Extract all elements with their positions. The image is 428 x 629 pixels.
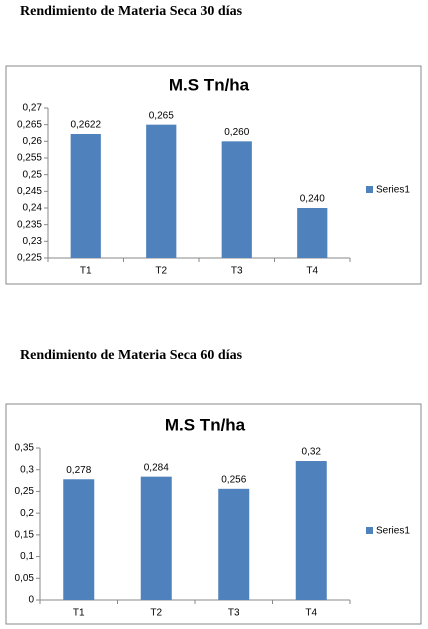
x-tick-label: T2 <box>150 608 162 619</box>
data-label: 0,284 <box>144 462 169 473</box>
y-tick-label: 0,24 <box>23 203 43 214</box>
bar <box>146 124 177 259</box>
x-tick-label: T3 <box>231 266 243 277</box>
bar <box>218 488 250 600</box>
y-tick-label: 0,23 <box>23 236 43 247</box>
y-tick-label: 0,2 <box>20 508 34 519</box>
x-tick-label: T4 <box>305 608 317 619</box>
data-label: 0,32 <box>302 447 322 458</box>
x-tick-label: T2 <box>155 266 167 277</box>
x-tick-label: T1 <box>80 266 92 277</box>
y-tick-label: 0 <box>28 595 34 606</box>
bar <box>140 476 172 600</box>
y-tick-label: 0,27 <box>23 103 43 114</box>
data-label: 0,260 <box>224 127 249 138</box>
section-heading: Rendimiento de Materia Seca 30 días <box>20 4 243 19</box>
data-label: 0,278 <box>66 465 91 476</box>
data-label: 0,240 <box>300 194 325 205</box>
legend-label: Series1 <box>376 185 410 196</box>
data-label: 0,2622 <box>70 120 101 131</box>
data-label: 0,265 <box>149 110 174 121</box>
y-tick-label: 0,25 <box>23 169 43 180</box>
x-tick-label: T4 <box>306 266 318 277</box>
bar <box>297 208 328 258</box>
y-tick-label: 0,35 <box>15 443 35 454</box>
y-tick-label: 0,25 <box>15 486 35 497</box>
y-tick-label: 0,26 <box>23 136 43 147</box>
bar <box>63 479 95 600</box>
legend-label: Series1 <box>376 526 410 537</box>
y-tick-label: 0,05 <box>15 573 35 584</box>
y-tick-label: 0,235 <box>17 219 42 230</box>
y-tick-label: 0,265 <box>17 119 42 130</box>
y-tick-label: 0,3 <box>20 464 34 475</box>
y-tick-label: 0,245 <box>17 186 42 197</box>
chart-title: M.S Tn/ha <box>165 415 246 434</box>
bar <box>70 134 101 258</box>
y-tick-label: 0,15 <box>15 529 35 540</box>
x-tick-label: T3 <box>228 608 240 619</box>
chart-title: M.S Tn/ha <box>169 75 250 94</box>
x-tick-label: T1 <box>73 608 85 619</box>
bar <box>295 461 327 600</box>
bar <box>221 141 252 258</box>
legend-swatch <box>366 527 373 534</box>
section-heading: Rendimiento de Materia Seca 60 días <box>20 348 243 363</box>
legend-swatch <box>366 186 373 193</box>
chart-frame <box>5 65 422 285</box>
y-tick-label: 0,1 <box>20 551 34 562</box>
data-label: 0,256 <box>221 474 246 485</box>
y-tick-label: 0,225 <box>17 253 42 264</box>
y-tick-label: 0,255 <box>17 153 42 164</box>
